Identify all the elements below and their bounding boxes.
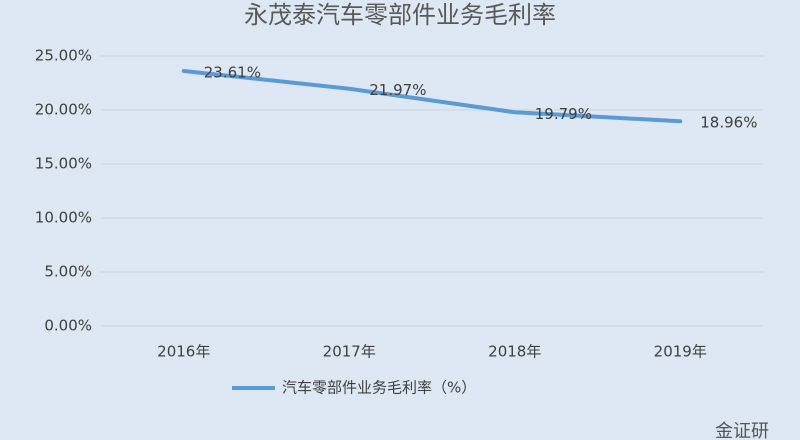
chart-title: 永茂泰汽车零部件业务毛利率	[244, 1, 556, 29]
y-tick-label: 20.00%	[35, 101, 92, 119]
y-tick-label: 10.00%	[35, 209, 92, 227]
x-tick-label: 2016年	[157, 343, 210, 361]
x-tick-label: 2019年	[654, 343, 707, 361]
data-label: 23.61%	[204, 64, 261, 82]
y-tick-label: 5.00%	[44, 263, 92, 281]
data-label: 18.96%	[700, 114, 757, 132]
legend-label: 汽车零部件业务毛利率（%）	[282, 379, 476, 397]
x-tick-label: 2018年	[488, 343, 541, 361]
y-tick-label: 15.00%	[35, 155, 92, 173]
y-tick-label: 0.00%	[44, 317, 92, 335]
x-tick-label: 2017年	[323, 343, 376, 361]
data-label: 19.79%	[535, 105, 592, 123]
data-label: 21.97%	[369, 81, 426, 99]
y-tick-label: 25.00%	[35, 47, 92, 65]
line	[181, 69, 683, 124]
watermark: 金证研	[715, 421, 769, 440]
